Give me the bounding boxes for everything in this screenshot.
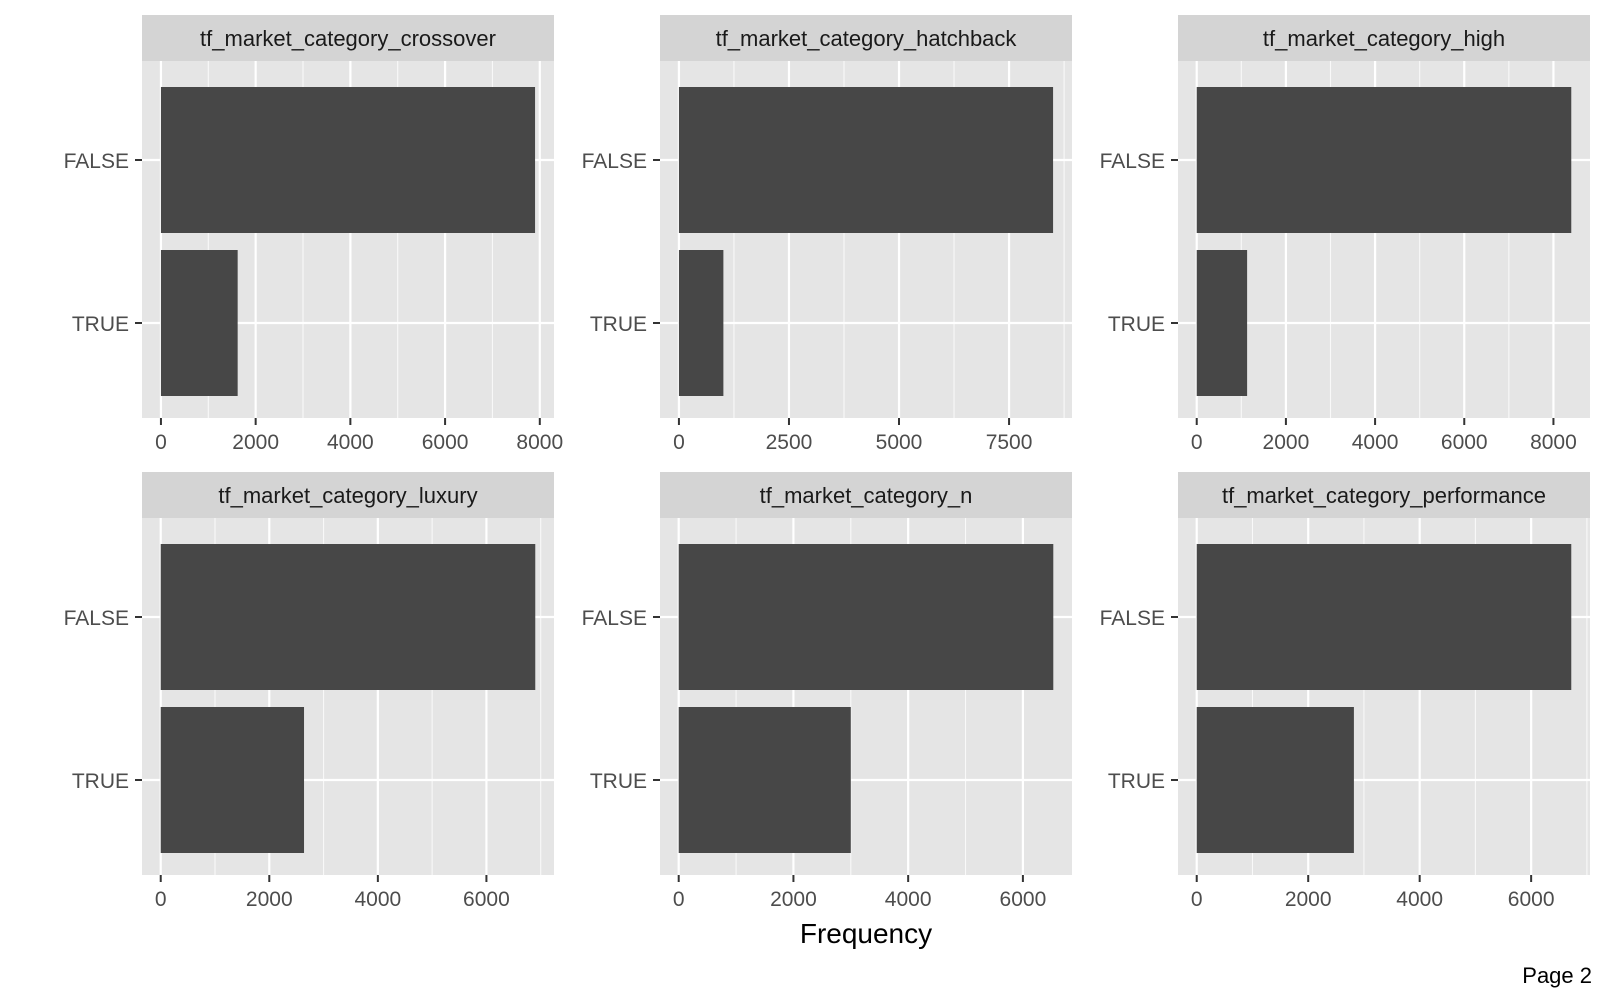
x-tick-label: 4000 xyxy=(354,888,401,911)
x-tick-label: 4000 xyxy=(1396,888,1443,911)
facet-strip xyxy=(660,15,1072,61)
y-tick-label: FALSE xyxy=(1100,607,1165,630)
facet-strip xyxy=(142,15,554,61)
bar-false xyxy=(160,87,536,233)
x-tick-label: 2000 xyxy=(770,888,817,911)
bar-false xyxy=(1196,544,1572,690)
facet-strip xyxy=(1178,15,1590,61)
x-tick-label: 6000 xyxy=(1000,888,1047,911)
y-tick-label: FALSE xyxy=(64,150,129,173)
y-tick-label: TRUE xyxy=(590,770,647,793)
y-tick-label: TRUE xyxy=(1108,770,1165,793)
bar-true xyxy=(160,707,305,853)
bar-true xyxy=(1196,707,1354,853)
facet-panel: tf_market_category_crossover FALSE TRUE 0 20… xyxy=(64,15,563,454)
bar-false xyxy=(678,87,1054,233)
bar-false xyxy=(1196,87,1572,233)
bar-true xyxy=(678,707,851,853)
facet-strip-label: tf_market_category_crossover xyxy=(200,26,496,51)
bar-false xyxy=(160,544,536,690)
x-tick-label: 0 xyxy=(1191,431,1203,454)
bar-true xyxy=(160,250,238,396)
y-tick-label: TRUE xyxy=(72,313,129,336)
page-label: Page 2 xyxy=(1522,963,1592,988)
x-tick-label: 0 xyxy=(155,888,167,911)
x-tick-label: 6000 xyxy=(422,431,469,454)
x-tick-label: 0 xyxy=(155,431,167,454)
x-tick-label: 4000 xyxy=(327,431,374,454)
facet-panel: tf_market_category_performance FALSE TRUE 0… xyxy=(1100,472,1590,911)
x-tick-label: 2000 xyxy=(232,431,279,454)
facet-strip xyxy=(1178,472,1590,518)
facet-strip-label: tf_market_category_high xyxy=(1263,26,1505,51)
facet-strip xyxy=(660,472,1072,518)
y-tick-label: FALSE xyxy=(64,607,129,630)
y-tick-label: FALSE xyxy=(1100,150,1165,173)
x-tick-label: 8000 xyxy=(516,431,563,454)
facet-panel: tf_market_category_n FALSE TRUE 0 2000 4000 60… xyxy=(582,472,1072,911)
x-tick-label: 6000 xyxy=(463,888,510,911)
x-tick-label: 0 xyxy=(673,888,685,911)
y-tick-label: TRUE xyxy=(590,313,647,336)
x-tick-label: 0 xyxy=(1191,888,1203,911)
x-axis-title: Frequency xyxy=(800,918,932,949)
facet-panel: tf_market_category_hatchback FALSE TRUE 0 25… xyxy=(582,15,1072,454)
x-tick-label: 6000 xyxy=(1508,888,1555,911)
chart-panels: tf_market_category_crossover FALSE TRUE 0 20… xyxy=(64,15,1590,911)
x-tick-label: 2000 xyxy=(246,888,293,911)
x-tick-label: 8000 xyxy=(1530,431,1577,454)
x-tick-label: 0 xyxy=(673,431,685,454)
facet-strip-label: tf_market_category_hatchback xyxy=(716,26,1018,51)
x-tick-label: 2000 xyxy=(1263,431,1310,454)
x-tick-label: 2500 xyxy=(766,431,813,454)
facet-panel: tf_market_category_luxury FALSE TRUE 0 2000 4… xyxy=(64,472,554,911)
facet-strip-label: tf_market_category_n xyxy=(760,483,973,508)
bar-true xyxy=(678,250,724,396)
x-tick-label: 4000 xyxy=(885,888,932,911)
facet-panel: tf_market_category_high FALSE TRUE 0 2000 400… xyxy=(1100,15,1590,454)
y-tick-label: TRUE xyxy=(72,770,129,793)
facet-strip-label: tf_market_category_luxury xyxy=(218,483,477,508)
y-tick-label: FALSE xyxy=(582,150,647,173)
x-tick-label: 5000 xyxy=(876,431,923,454)
x-tick-label: 6000 xyxy=(1441,431,1488,454)
facet-strip-label: tf_market_category_performance xyxy=(1222,483,1546,508)
x-tick-label: 7500 xyxy=(986,431,1033,454)
x-tick-label: 4000 xyxy=(1352,431,1399,454)
bar-true xyxy=(1196,250,1248,396)
facet-strip xyxy=(142,472,554,518)
y-tick-label: FALSE xyxy=(582,607,647,630)
y-tick-label: TRUE xyxy=(1108,313,1165,336)
x-tick-label: 2000 xyxy=(1285,888,1332,911)
bar-false xyxy=(678,544,1054,690)
